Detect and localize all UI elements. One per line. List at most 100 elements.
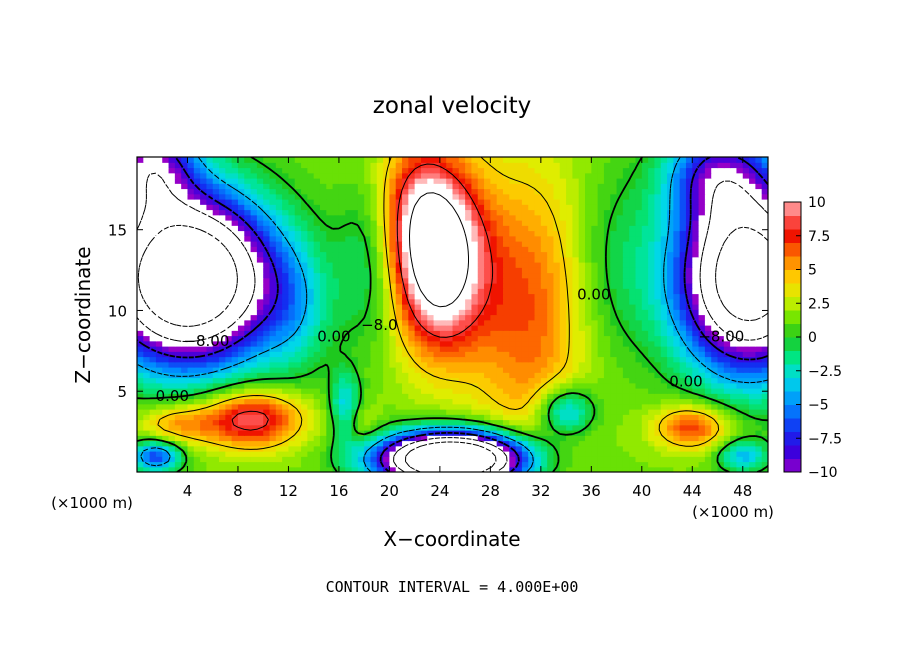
field-cell — [679, 356, 687, 363]
field-cell — [319, 246, 327, 253]
field-cell — [250, 214, 258, 221]
field-cell — [477, 319, 485, 326]
field-cell — [275, 304, 283, 310]
field-cell — [193, 272, 201, 279]
field-cell — [660, 414, 668, 421]
field-cell — [667, 461, 674, 468]
field-cell — [275, 456, 283, 463]
field-cell — [673, 230, 681, 237]
field-cell — [692, 272, 700, 279]
field-cell — [648, 246, 656, 253]
field-cell — [389, 335, 397, 342]
field-cell — [761, 277, 768, 284]
field-cell — [528, 424, 536, 431]
field-cell — [332, 409, 340, 415]
field-cell — [591, 424, 599, 431]
field-cell — [357, 283, 365, 289]
field-cell — [181, 235, 189, 242]
field-cell — [572, 330, 580, 337]
field-cell — [155, 351, 163, 358]
field-cell — [181, 246, 189, 253]
field-cell — [319, 214, 327, 221]
field-cell — [742, 335, 750, 342]
field-cell — [193, 409, 201, 415]
field-cell — [452, 235, 460, 242]
field-cell — [521, 451, 529, 457]
field-cell — [515, 319, 523, 326]
field-cell — [294, 246, 302, 253]
field-cell — [345, 445, 353, 452]
field-cell — [427, 445, 435, 452]
field-cell — [660, 330, 668, 337]
field-cell — [603, 209, 611, 216]
field-cell — [553, 246, 561, 253]
field-cell — [149, 398, 157, 405]
field-cell — [193, 382, 201, 389]
field-cell — [351, 304, 359, 310]
field-cell — [162, 409, 170, 415]
field-cell — [648, 325, 656, 331]
field-cell — [685, 214, 693, 221]
field-cell — [660, 325, 668, 331]
field-cell — [402, 340, 409, 347]
field-cell — [319, 451, 327, 457]
field-cell — [723, 335, 731, 342]
field-cell — [730, 325, 738, 331]
field-cell — [534, 298, 542, 305]
field-cell — [326, 314, 334, 321]
field-cell — [376, 251, 384, 258]
field-cell — [515, 414, 523, 421]
field-cell — [534, 461, 542, 468]
field-cell — [572, 351, 580, 358]
field-cell — [761, 466, 768, 472]
field-cell — [597, 445, 605, 452]
field-cell — [282, 230, 290, 237]
field-cell — [717, 298, 725, 305]
field-cell — [149, 314, 157, 321]
field-cell — [591, 325, 599, 331]
field-cell — [225, 346, 233, 352]
field-cell — [673, 225, 681, 232]
field-cell — [673, 456, 681, 463]
field-cell — [711, 304, 719, 310]
field-cell — [187, 235, 195, 242]
field-cell — [559, 372, 567, 379]
field-cell — [383, 414, 390, 421]
field-cell — [137, 414, 144, 421]
field-cell — [641, 351, 649, 358]
field-cell — [465, 235, 473, 242]
field-cell — [395, 277, 403, 284]
field-cell — [591, 440, 599, 447]
field-cell — [711, 220, 719, 226]
field-cell — [572, 225, 580, 232]
field-cell — [685, 424, 693, 431]
field-cell — [345, 424, 353, 431]
field-cell — [282, 335, 290, 342]
field-cell — [200, 288, 208, 295]
field-cell — [458, 445, 466, 452]
field-cell — [465, 319, 473, 326]
field-cell — [667, 235, 674, 242]
field-cell — [143, 440, 151, 447]
field-cell — [427, 283, 435, 289]
field-cell — [698, 419, 706, 426]
field-cell — [244, 256, 252, 263]
field-cell — [711, 256, 719, 263]
field-cell — [749, 241, 756, 247]
field-cell — [319, 340, 327, 347]
field-cell — [351, 220, 359, 226]
field-cell — [389, 340, 397, 347]
field-cell — [155, 304, 163, 310]
field-cell — [187, 361, 195, 368]
field-cell — [288, 440, 296, 447]
field-cell — [622, 388, 630, 394]
field-cell — [263, 351, 271, 358]
field-cell — [326, 435, 334, 442]
field-cell — [471, 377, 479, 384]
field-cell — [591, 403, 599, 410]
field-cell — [200, 456, 208, 463]
field-cell — [326, 382, 334, 389]
field-cell — [282, 377, 290, 384]
field-cell — [414, 288, 422, 295]
field-cell — [244, 372, 252, 379]
